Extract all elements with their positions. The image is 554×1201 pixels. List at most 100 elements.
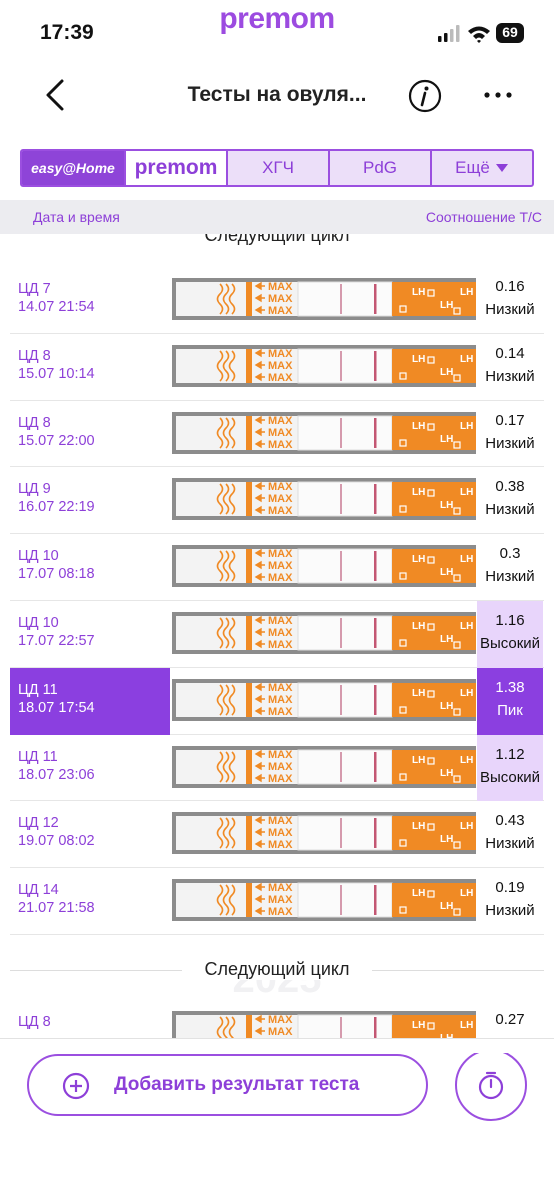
strip-glyph [399, 372, 407, 380]
strip-max-label: MAX [268, 505, 293, 517]
strip-glyph [427, 890, 435, 898]
result-row[interactable]: ЦД 11 18.07 17:54 MAX MAX MAX LH LH LH 1.38 Пик [0, 667, 554, 735]
strip-lh-label: LH [412, 621, 425, 632]
strip-arrow [254, 305, 265, 315]
test-line [374, 551, 377, 582]
strip-glyph [399, 572, 407, 580]
strip-lh-label: LH [460, 554, 473, 565]
lh-level: Высокий [479, 635, 541, 652]
strip-wave [216, 283, 224, 315]
strip-arrow [254, 548, 265, 558]
row-separator [10, 733, 544, 735]
tc-ratio: 1.16 [495, 612, 525, 629]
strip-lh-label: LH [440, 300, 453, 311]
strip-lh-label: LH [440, 500, 453, 511]
strip-arrow [254, 572, 265, 582]
strip-arrow [254, 882, 265, 892]
strip-window [297, 749, 393, 785]
strip-wave [228, 483, 236, 515]
strip-glyph [453, 574, 461, 582]
lh-level: Низкий [485, 501, 535, 519]
strip-arrow [254, 415, 265, 424]
control-line [340, 684, 342, 715]
strip-lh-label: LH [412, 688, 425, 699]
more-button[interactable] [482, 88, 516, 102]
strip-arrow [254, 761, 265, 770]
control-line [340, 751, 342, 782]
strip-max-label: MAX [268, 348, 293, 360]
tab[interactable]: PdG [330, 151, 432, 185]
tab[interactable]: ХГЧ [228, 151, 330, 185]
strip-wave [222, 283, 230, 315]
strip-lh-label: LH [460, 487, 473, 498]
strip-wave [216, 817, 224, 849]
strip-max-label: MAX [268, 839, 293, 851]
strip-wave [222, 1016, 230, 1038]
strip-wave [228, 283, 236, 315]
left-column-title: Дата и время [33, 209, 120, 225]
test-datetime: 15.07 10:14 [18, 365, 95, 382]
strip-lh-label: LH [440, 901, 453, 912]
strip-wave [228, 684, 236, 716]
info-button[interactable] [407, 78, 443, 114]
strip-wave [222, 483, 230, 515]
control-line [340, 551, 342, 582]
results-list: Следующий цикл ЦД 7 14.07 21:54 MAX MAX MAX LH… [0, 234, 554, 1038]
strip-max-label: MAX [268, 415, 293, 427]
strip-window [297, 615, 393, 651]
strip-glyph [453, 641, 461, 649]
result-row[interactable]: ЦД 10 17.07 08:18 MAX MAX MAX LH LH LH 0.3 Низкий [0, 534, 554, 601]
strip-wave [228, 350, 236, 382]
strip-max-label: MAX [268, 627, 293, 639]
back-button[interactable] [40, 78, 70, 112]
strip-glyph [453, 374, 461, 382]
result-row[interactable]: ЦД 8 15.07 10:14 MAX MAX MAX LH LH LH 0.14 Низкий [0, 334, 554, 401]
battery-level: 69 [502, 24, 518, 40]
test-line [374, 1017, 377, 1038]
result-row[interactable]: ЦД 10 17.07 22:57 MAX MAX MAX LH LH LH 1.16 Высок… [0, 601, 554, 668]
test-datetime: 17.07 22:57 [18, 633, 95, 649]
cycle-day: ЦД 8 [18, 1014, 51, 1030]
result-row[interactable]: ЦД 8 15.07 22:00 MAX MAX MAX LH LH LH 0.17 Низкий [0, 401, 554, 468]
result-row[interactable]: ЦД 12 19.07 08:02 MAX MAX MAX LH LH LH 0.43 Низки… [0, 801, 554, 869]
tab-label: premom [134, 156, 218, 179]
result-row[interactable]: ЦД 9 16.07 22:19 MAX MAX MAX LH LH LH 0.38 Низкий [0, 467, 554, 535]
result-row[interactable]: ЦД 11 18.07 23:06 MAX MAX MAX LH LH LH 1.12 Высок… [0, 734, 554, 802]
strip-lh-label: LH [412, 421, 425, 432]
result-row[interactable]: ЦД 14 21.07 21:58 MAX MAX MAX LH LH LH 0.19 Низки… [0, 868, 554, 935]
tab[interactable]: Ещё [432, 151, 532, 185]
strip-max-label: MAX [268, 481, 293, 493]
section-label: Следующий цикл [182, 959, 372, 980]
strip-max-label: MAX [268, 548, 293, 560]
app-logo: premom [219, 2, 335, 35]
add-result-button[interactable]: Добавить результат теста [27, 1054, 428, 1116]
section-header: 2025Следующий цикл [0, 935, 554, 1001]
strip-wave [216, 417, 224, 449]
selected-cell [10, 667, 170, 735]
section-label: Следующий цикл [204, 234, 350, 245]
strip-wave [222, 751, 230, 783]
strip-arrow [254, 427, 265, 436]
timer-button[interactable] [454, 1053, 528, 1127]
strip-arrow [254, 560, 265, 570]
brand-tab[interactable]: easy@Home [22, 151, 126, 185]
control-line [340, 350, 342, 381]
strip-glyph [453, 708, 461, 716]
strip-lh-label: LH [412, 287, 425, 298]
strip-arrow [254, 1026, 265, 1036]
strip-arrow [254, 1014, 265, 1024]
strip-wave [222, 417, 230, 449]
control-line [340, 885, 342, 916]
strip-max-label: MAX [268, 773, 293, 785]
strip-wave [228, 1016, 236, 1038]
strip-arrow [254, 816, 265, 825]
strip-arrow [254, 694, 265, 704]
strip-arrow [254, 439, 265, 448]
result-row[interactable]: ЦД 7 14.07 21:54 MAX MAX MAX LH LH LH 0.16 Низкий [0, 267, 554, 334]
tab[interactable]: premom [126, 151, 228, 185]
